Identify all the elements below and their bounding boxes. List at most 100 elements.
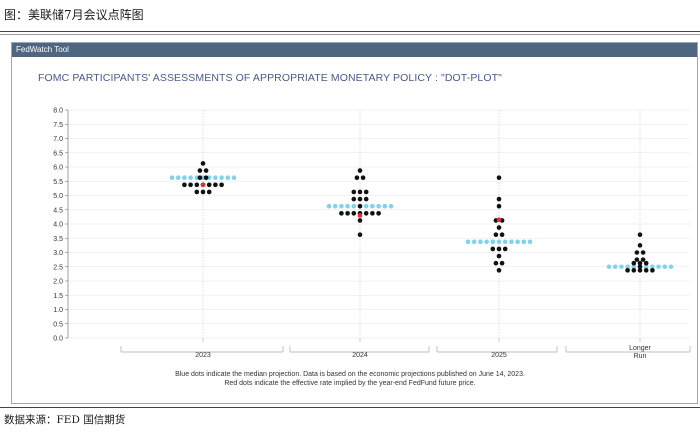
participant-dot xyxy=(650,268,655,273)
median-dot xyxy=(326,203,332,209)
panel-title-bar: FedWatch Tool xyxy=(12,43,697,57)
median-dot xyxy=(351,203,357,209)
y-tick-label: 1.0 xyxy=(53,307,63,314)
participant-dot xyxy=(363,189,369,195)
median-dot xyxy=(182,175,187,180)
participant-dot xyxy=(194,189,200,195)
y-tick-label: 0.0 xyxy=(53,336,63,343)
median-dot xyxy=(650,264,655,270)
median-dot xyxy=(465,239,471,245)
y-tick-label: 5.5 xyxy=(53,179,63,186)
implied-rate-dot xyxy=(357,213,363,218)
participant-dot xyxy=(363,196,369,202)
median-dot xyxy=(484,239,489,245)
participant-dot xyxy=(206,182,212,188)
participant-dot xyxy=(496,253,502,259)
participant-dot xyxy=(351,211,357,216)
y-tick-label: 7.5 xyxy=(53,122,63,129)
median-dot xyxy=(225,175,231,180)
median-dot xyxy=(332,203,338,209)
x-tick-label: Longer xyxy=(629,345,651,352)
participant-dot xyxy=(351,196,357,202)
median-dot xyxy=(219,175,224,180)
participant-dot xyxy=(203,175,209,180)
participant-dot xyxy=(496,268,502,273)
median-dot xyxy=(376,203,381,209)
y-tick-label: 1.5 xyxy=(53,293,63,300)
participant-dot xyxy=(490,246,496,252)
participant-dot xyxy=(200,161,206,166)
participant-dot xyxy=(182,182,187,188)
participant-dot xyxy=(354,175,360,180)
participant-dot xyxy=(345,211,350,216)
participant-dot xyxy=(637,264,643,270)
median-dot xyxy=(339,203,344,209)
median-dot xyxy=(478,239,483,245)
top-divider xyxy=(0,31,700,32)
y-tick-label: 2.0 xyxy=(53,279,63,286)
y-tick-label: 4.0 xyxy=(53,222,63,229)
note-implied: Red dots indicate the effective rate imp… xyxy=(224,380,476,387)
fedwatch-panel: FedWatch Tool xyxy=(11,42,698,404)
participant-dot xyxy=(640,250,646,255)
median-dot xyxy=(496,239,502,245)
participant-dot xyxy=(640,257,646,262)
participant-dot xyxy=(357,218,363,223)
note-median: Blue dots indicate the median projection… xyxy=(175,371,525,378)
participant-dot xyxy=(634,250,640,255)
median-dot xyxy=(509,239,514,245)
participant-dot xyxy=(496,175,502,180)
participant-dot xyxy=(493,260,499,266)
participant-dot xyxy=(194,182,200,188)
participant-dot xyxy=(496,203,502,209)
participant-dot xyxy=(643,268,649,273)
participant-dot xyxy=(631,268,637,273)
median-dot xyxy=(490,239,496,245)
median-dot xyxy=(388,203,394,209)
participant-dot xyxy=(197,168,203,173)
participant-dot xyxy=(370,211,375,216)
participant-dot xyxy=(357,196,363,202)
y-tick-label: 0.5 xyxy=(53,321,63,328)
participant-dot xyxy=(643,260,649,266)
median-dot xyxy=(619,264,624,270)
median-dot xyxy=(363,203,369,209)
y-tick-label: 6.0 xyxy=(53,165,63,172)
y-tick-label: 5.0 xyxy=(53,193,63,200)
chart-title: FOMC PARTICIPANTS' ASSESSMENTS OF APPROP… xyxy=(38,72,502,84)
participant-dot xyxy=(376,211,381,216)
participant-dot xyxy=(625,268,630,273)
median-dot xyxy=(527,239,533,245)
median-dot xyxy=(515,239,520,245)
participant-dot xyxy=(637,243,643,248)
participant-dot xyxy=(499,232,505,237)
participant-dot xyxy=(496,246,502,252)
source-note: 数据来源：FED 国信期货 xyxy=(4,414,126,426)
participant-dot xyxy=(357,203,363,209)
median-dot xyxy=(188,175,193,180)
median-dot xyxy=(345,203,350,209)
participant-dot xyxy=(213,182,218,188)
bottom-divider xyxy=(0,407,700,408)
participant-dot xyxy=(357,168,363,173)
median-dot xyxy=(231,175,237,180)
figure-caption: 图：美联储7月会议点阵图 xyxy=(4,8,144,22)
median-dot xyxy=(370,203,375,209)
participant-dot xyxy=(499,260,505,266)
participant-dot xyxy=(357,232,363,237)
participant-dot xyxy=(219,182,224,188)
participant-dot xyxy=(634,257,640,262)
y-tick-label: 7.0 xyxy=(53,136,63,143)
median-dot xyxy=(382,203,388,209)
participant-dot xyxy=(637,232,643,237)
y-tick-label: 2.5 xyxy=(53,264,63,271)
median-dot xyxy=(213,175,218,180)
y-tick-label: 3.5 xyxy=(53,236,63,243)
participant-dot xyxy=(339,211,344,216)
participant-dot xyxy=(188,182,193,188)
participant-dot xyxy=(502,246,508,252)
participant-dot xyxy=(496,196,502,202)
median-dot xyxy=(502,239,508,245)
y-tick-label: 8.0 xyxy=(53,108,63,115)
